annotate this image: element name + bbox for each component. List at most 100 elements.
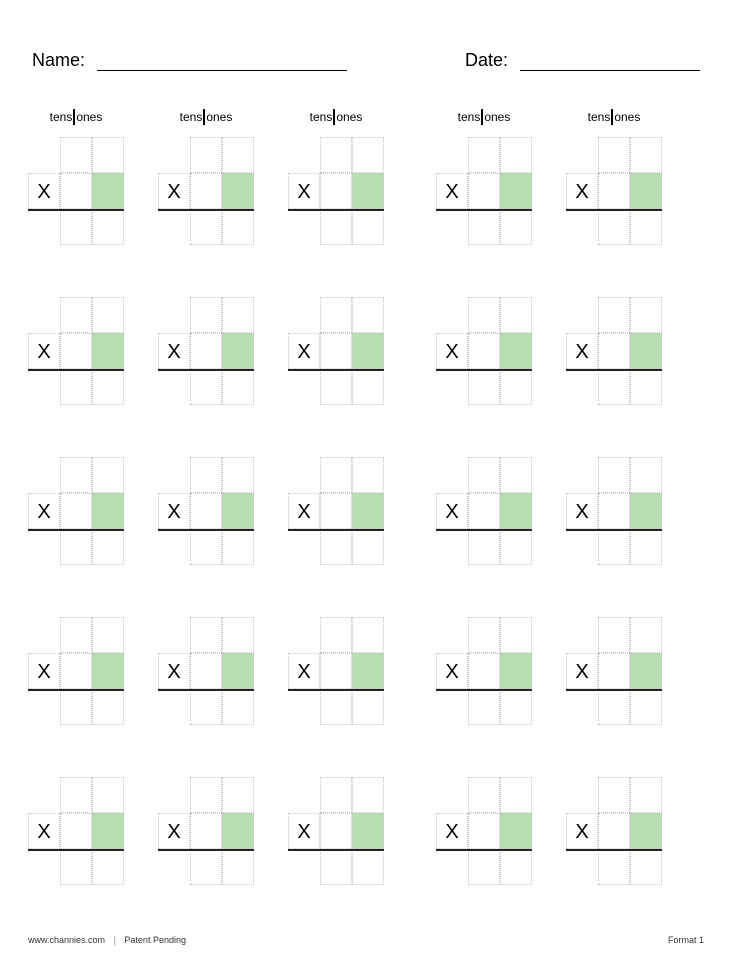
tens-ones-label: tens ones [458,109,511,125]
multiplication-problem[interactable]: X [436,457,532,565]
equals-rule [28,369,124,371]
row-right-group: XX [436,457,662,565]
multiplication-problem[interactable]: X [28,777,124,885]
operator-cell: X [288,653,320,689]
top-tens-cell [598,137,630,173]
operator-cell: X [566,173,598,209]
mult-tens-cell [190,333,222,369]
multiplication-problem[interactable]: X [158,617,254,725]
multiplication-problem[interactable]: X [288,617,384,725]
multiplication-problem[interactable]: X [566,297,662,405]
operator-cell: X [158,333,190,369]
spacer [532,457,566,565]
multiplication-problem[interactable]: X [28,137,124,245]
top-ones-cell [500,297,532,333]
ans-ones-cell [222,209,254,245]
spacer [254,617,288,725]
footer-left: www.channies.com | Patent Pending [28,935,186,945]
top-ones-cell [352,617,384,653]
ans-ones-cell [352,849,384,885]
footer-site: www.channies.com [28,935,105,945]
labels-right-group: tens ones tens ones [436,109,662,125]
top-ones-cell [92,617,124,653]
ans-tens-cell [190,529,222,565]
ans-ones-cell [630,529,662,565]
operator-cell: X [288,493,320,529]
operator-cell: X [28,493,60,529]
multiplication-problem[interactable]: X [288,297,384,405]
multiplication-problem[interactable]: X [28,617,124,725]
mult-tens-cell [320,493,352,529]
top-tens-cell [60,777,92,813]
footer: www.channies.com | Patent Pending Format… [28,935,704,945]
spacer [384,109,436,125]
mult-tens-cell [598,493,630,529]
multiplication-problem[interactable]: X [158,457,254,565]
ans-tens-cell [468,369,500,405]
header-row: Name: Date: [28,50,704,71]
equals-rule [566,369,662,371]
ans-ones-cell [500,689,532,725]
equals-rule [158,369,254,371]
equals-rule [436,689,532,691]
mult-ones-cell [500,493,532,529]
ans-tens-cell [320,209,352,245]
multiplication-problem[interactable]: X [566,137,662,245]
equals-rule [158,689,254,691]
ans-ones-cell [222,689,254,725]
multiplication-problem[interactable]: X [566,777,662,885]
labels-left-group: tens ones tens ones tens ones [28,109,384,125]
spacer [254,777,288,885]
mult-ones-cell [630,173,662,209]
multiplication-problem[interactable]: X [566,617,662,725]
mult-tens-cell [320,653,352,689]
ans-tens-cell [598,209,630,245]
top-tens-cell [468,617,500,653]
ans-ones-cell [222,849,254,885]
spacer [254,457,288,565]
ans-tens-cell [190,689,222,725]
tens-text: tens [310,110,333,124]
multiplication-problem[interactable]: X [288,137,384,245]
multiplication-problem[interactable]: X [436,137,532,245]
spacer [384,297,436,405]
top-ones-cell [222,457,254,493]
multiplication-problem[interactable]: X [28,457,124,565]
multiplication-problem[interactable]: X [28,297,124,405]
mult-tens-cell [60,653,92,689]
ans-ones-cell [630,369,662,405]
multiplication-problem[interactable]: X [436,617,532,725]
equals-rule [566,689,662,691]
top-tens-cell [598,617,630,653]
worksheet-page: Name: Date: tens ones tens ones [0,0,732,905]
ans-ones-cell [500,849,532,885]
multiplication-problem[interactable]: X [158,777,254,885]
ans-tens-cell [320,529,352,565]
operator-cell: X [436,173,468,209]
multiplication-problem[interactable]: X [436,297,532,405]
mult-tens-cell [60,813,92,849]
row-left-group: XXX [28,457,384,565]
col-label-slot: tens ones [28,109,124,125]
ans-tens-cell [190,849,222,885]
operator-cell: X [288,173,320,209]
multiplication-problem[interactable]: X [158,137,254,245]
multiplication-problem[interactable]: X [288,457,384,565]
spacer [124,109,158,125]
date-blank-line[interactable] [520,70,700,71]
column-labels-row: tens ones tens ones tens ones [28,109,704,125]
multiplication-problem[interactable]: X [566,457,662,565]
equals-rule [566,209,662,211]
footer-separator: | [114,935,116,945]
mult-tens-cell [468,493,500,529]
spacer [124,137,158,245]
row-right-group: XX [436,617,662,725]
ans-tens-cell [60,689,92,725]
name-blank-line[interactable] [97,70,347,71]
ans-tens-cell [60,209,92,245]
ans-ones-cell [92,689,124,725]
multiplication-problem[interactable]: X [436,777,532,885]
multiplication-problem[interactable]: X [158,297,254,405]
multiplication-problem[interactable]: X [288,777,384,885]
divider-bars-icon [73,109,75,125]
